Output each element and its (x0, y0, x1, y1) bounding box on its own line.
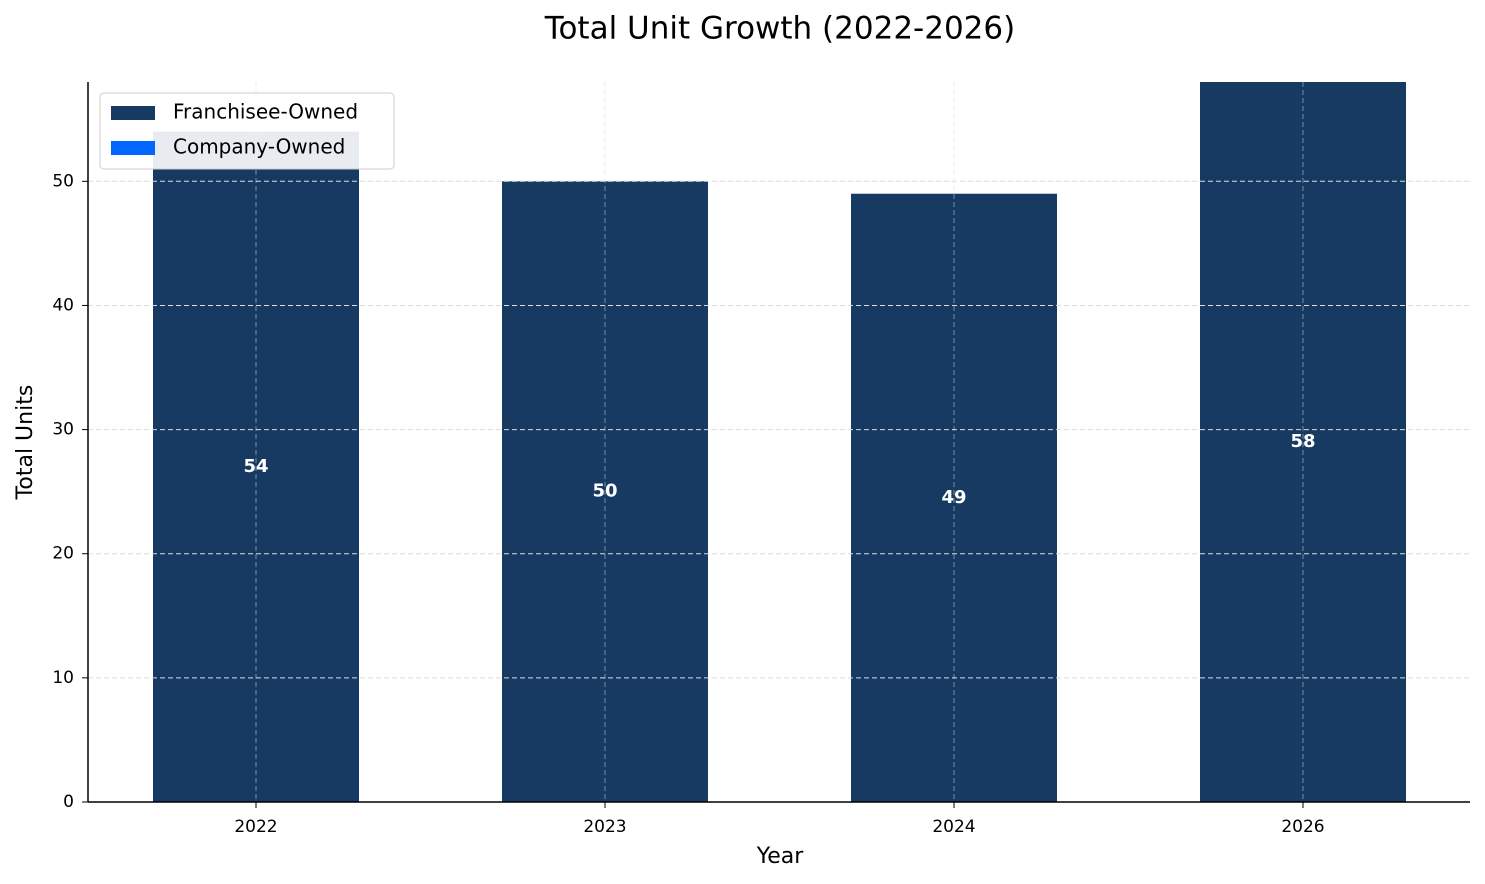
x-tick-label: 2023 (583, 817, 626, 837)
y-axis-label: Total Units (13, 385, 38, 501)
y-tick-label: 20 (52, 544, 74, 564)
value-label: 58 (1290, 431, 1315, 452)
y-tick-label: 10 (52, 668, 74, 688)
y-tick-label: 40 (52, 295, 74, 315)
y-tick-label: 30 (52, 420, 74, 440)
x-tick-label: 2026 (1281, 817, 1324, 837)
x-tick-label: 2024 (932, 817, 975, 837)
value-label: 54 (243, 456, 268, 477)
legend-box (99, 92, 395, 170)
legend-swatch (111, 141, 155, 155)
y-tick-label: 0 (63, 792, 74, 812)
value-label: 50 (592, 481, 617, 502)
legend-label: Franchisee-Owned (173, 100, 358, 124)
value-label: 49 (941, 487, 966, 508)
y-tick-label: 50 (52, 171, 74, 191)
x-axis-label: Year (756, 844, 805, 869)
legend-swatch (111, 106, 155, 120)
x-tick-label: 2022 (234, 817, 277, 837)
legend-label: Company-Owned (173, 135, 345, 159)
legend: Franchisee-Owned Company-Owned (99, 92, 395, 170)
chart-title: Total Unit Growth (2022-2026) (544, 11, 1015, 47)
